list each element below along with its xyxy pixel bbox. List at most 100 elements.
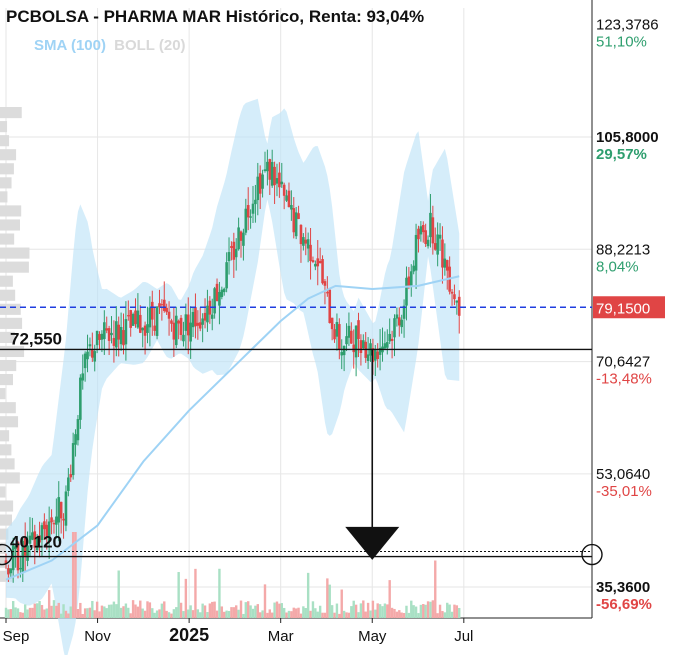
- profile-bar: [0, 233, 15, 245]
- x-tick-label: Nov: [84, 628, 111, 645]
- volume-bar: [390, 607, 394, 618]
- volume-bar: [280, 603, 283, 618]
- profile-bar: [0, 542, 7, 554]
- candle-body: [362, 340, 365, 349]
- x-tick-label: Jul: [454, 628, 473, 645]
- candle-body: [424, 230, 427, 244]
- candle-body: [146, 324, 149, 333]
- volume-bar: [7, 609, 10, 618]
- current-price-badge: [593, 296, 665, 319]
- volume-bar: [258, 612, 262, 618]
- candle-body: [40, 525, 44, 541]
- profile-bar: [0, 331, 15, 343]
- volume-bar: [414, 606, 418, 618]
- candle-body: [117, 324, 121, 340]
- candle-body: [400, 319, 403, 328]
- volume-bar: [153, 612, 156, 618]
- volume-bar: [151, 608, 154, 618]
- volume-bar: [213, 601, 216, 618]
- profile-bar: [0, 261, 29, 273]
- volume-bar: [309, 610, 312, 618]
- volume-bar: [352, 600, 355, 618]
- chart-title: PCBOLSA - PHARMA MAR Histórico, Renta: 9…: [6, 7, 425, 26]
- volume-bar: [350, 606, 353, 618]
- candle-body: [383, 343, 387, 349]
- candle-body: [254, 199, 257, 205]
- candle-body: [86, 351, 89, 360]
- profile-bar: [0, 359, 17, 372]
- candle-body: [311, 260, 315, 263]
- candle-body: [405, 277, 408, 306]
- candle-body: [443, 258, 447, 268]
- volume-bar: [268, 609, 271, 618]
- volume-bar: [172, 609, 176, 618]
- candle-body: [251, 203, 255, 214]
- volume-bar: [400, 612, 403, 618]
- candle-body: [210, 314, 214, 319]
- volume-bar: [366, 602, 370, 618]
- profile-bar: [0, 528, 9, 540]
- y-tick-percent: 8,04%: [596, 258, 639, 275]
- volume-bar: [107, 604, 111, 618]
- volume-bar: [318, 605, 322, 618]
- volume-bar: [407, 612, 411, 618]
- volume-bar: [122, 606, 125, 618]
- volume-bar: [273, 602, 276, 618]
- candle-body: [282, 184, 286, 196]
- profile-bar: [0, 289, 16, 301]
- candle-body: [299, 224, 303, 245]
- candle-body: [335, 322, 339, 337]
- volume-bar: [95, 601, 99, 618]
- profile-bar: [0, 107, 22, 119]
- volume-bar: [357, 612, 360, 618]
- legend-boll[interactable]: BOLL (20): [114, 37, 186, 54]
- candle-body: [366, 354, 370, 361]
- candle-body: [318, 261, 322, 264]
- volume-bar: [450, 611, 454, 618]
- volume-bar: [129, 613, 132, 618]
- y-tick-price: 123,3786: [596, 17, 659, 34]
- volume-bar: [304, 607, 307, 618]
- x-tick-label: Mar: [268, 628, 294, 645]
- profile-bar: [0, 149, 17, 161]
- candle-body: [50, 517, 53, 523]
- candle-body: [69, 474, 73, 478]
- profile-bar: [0, 500, 14, 512]
- profile-bar: [0, 247, 30, 259]
- candle-body: [280, 181, 284, 185]
- volume-bar: [426, 601, 430, 618]
- volume-bar: [299, 613, 303, 618]
- volume-bar: [28, 607, 32, 618]
- volume-bar: [263, 584, 267, 618]
- legend-sma[interactable]: SMA (100): [34, 37, 106, 54]
- candle-body: [153, 325, 156, 331]
- volume-bar: [115, 604, 118, 618]
- volume-bar: [117, 570, 120, 618]
- volume-bar: [74, 532, 77, 618]
- candle-body: [266, 161, 269, 172]
- candle-body: [304, 239, 308, 244]
- y-tick-percent: -35,01%: [596, 483, 652, 500]
- volume-bar: [364, 611, 367, 618]
- volume-bar: [398, 610, 401, 618]
- volume-bar: [131, 600, 135, 618]
- volume-bar: [311, 601, 315, 618]
- volume-bar: [31, 607, 34, 618]
- x-tick-label: Sep: [3, 628, 30, 645]
- candle-body: [347, 325, 351, 338]
- volume-bar: [446, 602, 449, 618]
- volume-bar: [220, 606, 224, 618]
- volume-bar: [419, 604, 423, 618]
- bollinger-band: [6, 98, 460, 655]
- volume-bar: [251, 608, 255, 618]
- volume-bar: [232, 607, 236, 618]
- volume-bar: [369, 610, 372, 618]
- candle-body: [441, 239, 444, 268]
- profile-bar: [0, 135, 10, 147]
- candle-body: [275, 178, 279, 184]
- sma-line: [5, 275, 460, 581]
- profile-bar: [0, 458, 15, 470]
- candle-body: [170, 320, 173, 324]
- candle-body: [43, 521, 46, 530]
- candle-body: [31, 532, 34, 540]
